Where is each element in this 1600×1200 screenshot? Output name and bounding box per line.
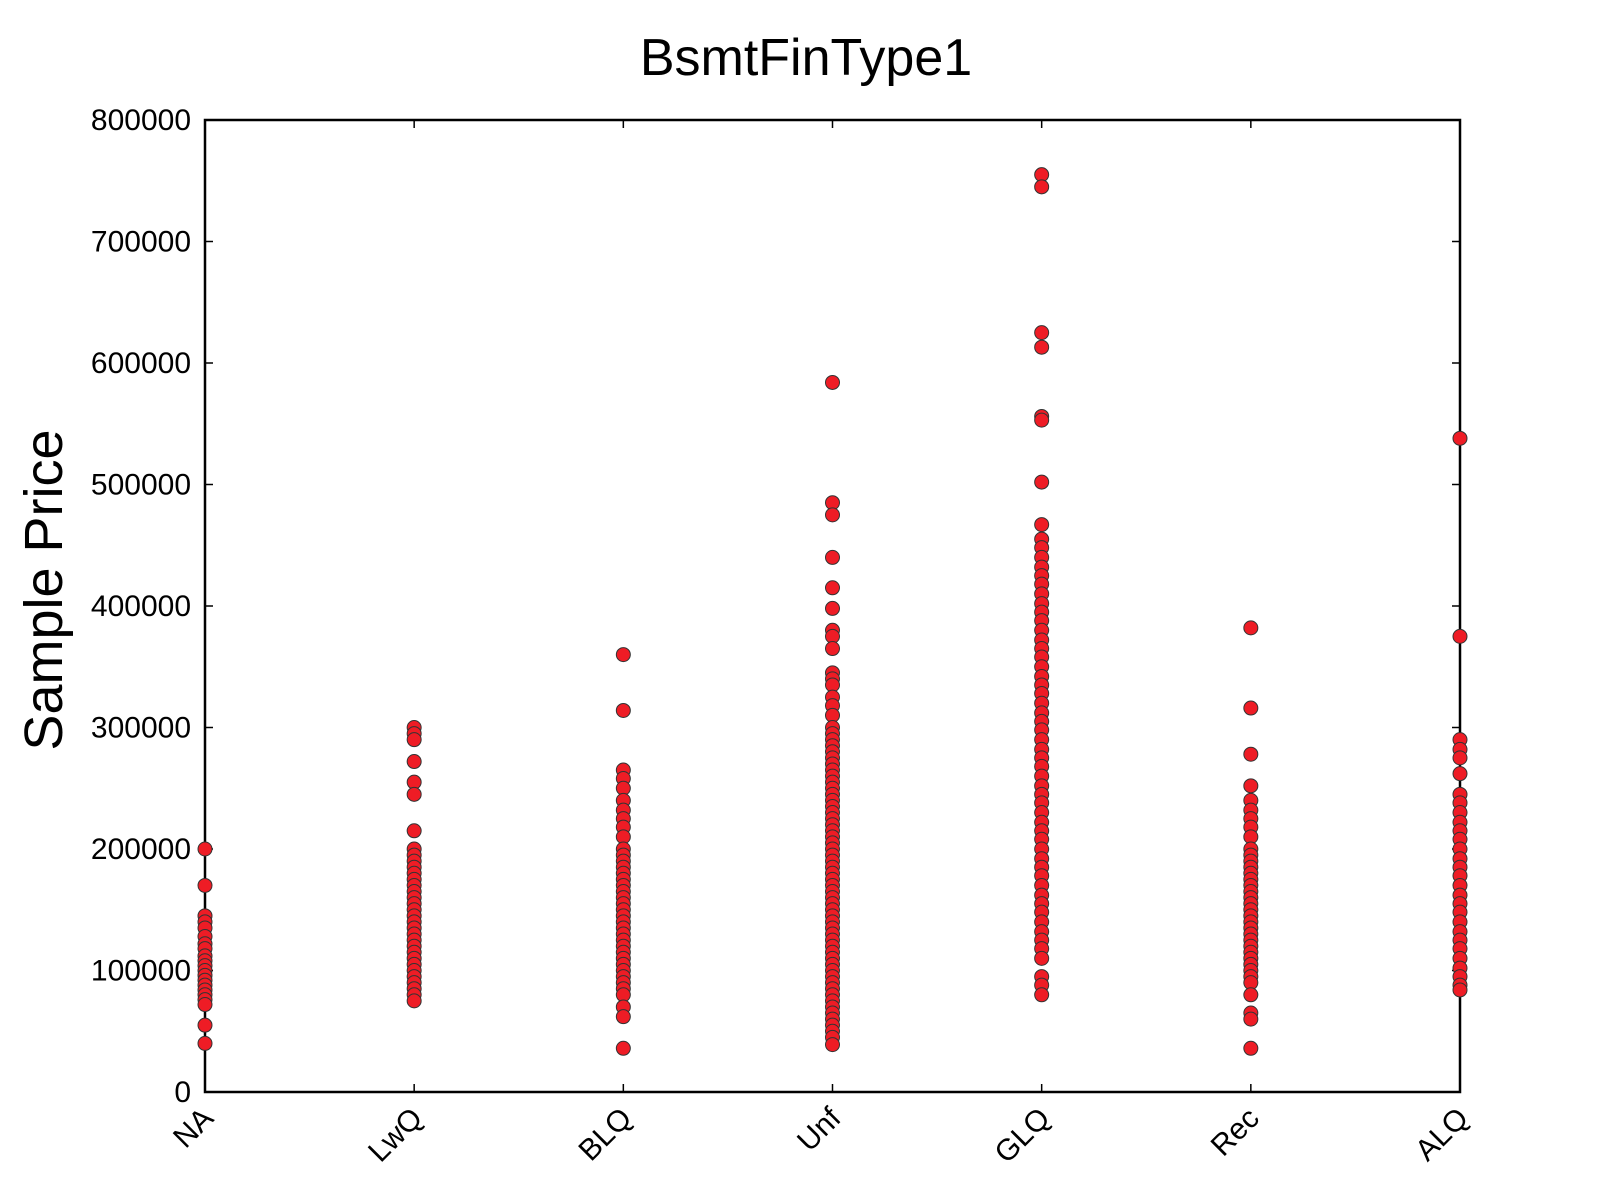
x-tick-label-rec: Rec	[1205, 1102, 1266, 1163]
point-glq	[1034, 950, 1050, 966]
point-blq	[615, 647, 631, 663]
point-lwq	[406, 786, 422, 802]
point-alq	[1452, 750, 1468, 766]
x-tick-label-blq: BLQ	[573, 1102, 639, 1168]
point-glq	[1034, 179, 1050, 195]
point-unf	[825, 507, 840, 523]
y-tick-label: 700000	[91, 226, 191, 259]
x-tick-label-glq: GLQ	[988, 1102, 1056, 1170]
point-glq	[1034, 325, 1050, 341]
point-unf	[825, 580, 840, 596]
point-unf	[825, 549, 840, 565]
y-tick-label: 400000	[91, 590, 191, 623]
point-glq	[1034, 339, 1050, 355]
y-tick-label: 0	[174, 1076, 191, 1109]
point-unf	[825, 1037, 840, 1053]
x-tick-label-lwq: LwQ	[362, 1102, 429, 1169]
point-alq	[1452, 628, 1468, 644]
point-rec	[1243, 1011, 1259, 1027]
point-lwq	[406, 732, 422, 748]
point-unf	[825, 600, 840, 616]
point-rec	[1243, 620, 1259, 636]
x-axis: NA LwQ BLQ Unf GLQ Rec ALQ	[167, 120, 1475, 1170]
point-alq	[1452, 982, 1468, 998]
chart-title: BsmtFinType1	[640, 29, 972, 87]
point-lwq	[406, 754, 422, 770]
point-alq	[1452, 766, 1468, 782]
point-na	[197, 997, 213, 1013]
point-rec	[1243, 1040, 1259, 1056]
x-tick-label-alq: ALQ	[1409, 1102, 1475, 1168]
y-tick-label: 300000	[91, 712, 191, 745]
point-unf	[825, 641, 840, 657]
y-axis: 0 100000 200000 300000 400000 500000 600000 700…	[91, 104, 1460, 1109]
point-blq	[615, 1040, 631, 1056]
y-tick-label: 800000	[91, 104, 191, 137]
point-glq	[1034, 987, 1050, 1003]
y-tick-label: 500000	[91, 469, 191, 502]
point-unf	[825, 374, 840, 390]
point-alq	[1452, 430, 1468, 446]
x-tick-label-unf: Unf	[791, 1101, 848, 1158]
x-tick-label-na: NA	[167, 1102, 220, 1155]
point-na	[197, 877, 213, 893]
point-rec	[1243, 746, 1259, 762]
point-blq	[615, 1009, 631, 1025]
point-glq	[1034, 412, 1050, 428]
y-tick-label: 200000	[91, 833, 191, 866]
y-tick-label: 600000	[91, 347, 191, 380]
y-tick-label: 100000	[91, 955, 191, 988]
point-lwq	[406, 823, 422, 839]
point-na	[197, 1017, 213, 1033]
point-lwq	[406, 993, 422, 1009]
point-rec	[1243, 700, 1259, 716]
point-rec	[1243, 778, 1259, 794]
data-points	[197, 167, 1468, 1056]
point-blq	[615, 702, 631, 718]
point-glq	[1034, 517, 1050, 533]
y-axis-title: Sample Price	[14, 429, 74, 750]
point-na	[197, 841, 213, 857]
point-rec	[1243, 987, 1259, 1003]
point-na	[197, 1035, 213, 1051]
point-glq	[1034, 474, 1050, 490]
